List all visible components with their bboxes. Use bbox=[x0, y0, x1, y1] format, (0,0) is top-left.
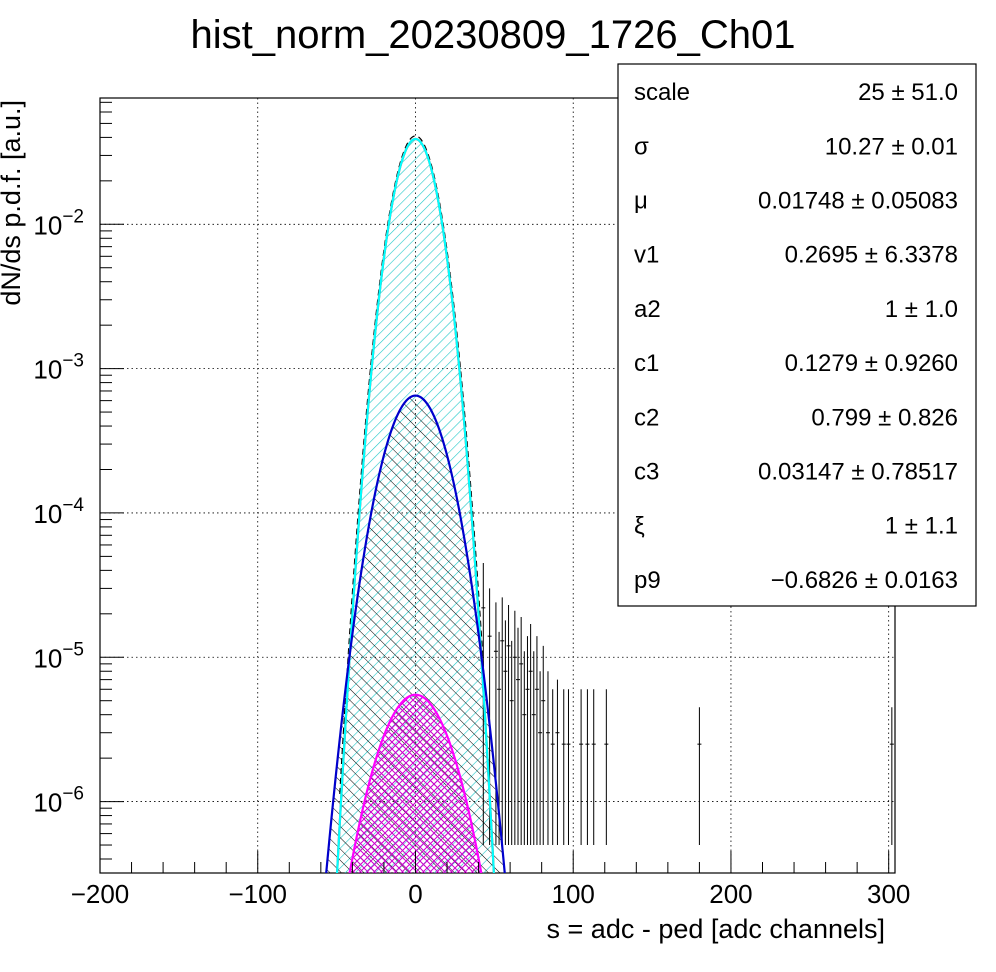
y-tick-exponent: −6 bbox=[62, 784, 84, 805]
stats-box-frame bbox=[617, 63, 977, 607]
stats-row-label: v1 bbox=[634, 242, 659, 269]
y-tick-base: 10 bbox=[33, 643, 62, 673]
series-line-1 bbox=[335, 137, 495, 873]
data-histogram-outline bbox=[339, 135, 486, 794]
y-tick-label: 10−4 bbox=[33, 495, 84, 529]
series-line-2 bbox=[325, 394, 506, 873]
x-tick-label: −200 bbox=[71, 879, 130, 909]
y-tick-base: 10 bbox=[33, 499, 62, 529]
data-points bbox=[339, 135, 894, 846]
y-tick-label: 10−5 bbox=[33, 639, 84, 673]
x-tick-label: 300 bbox=[867, 879, 910, 909]
y-tick-exponent: −3 bbox=[62, 351, 84, 372]
series-line-3 bbox=[348, 693, 483, 873]
stats-box: scale 25 ± 51.0 σ 10.27 ± 0.01 μ 0.01748 ± 0.… bbox=[617, 63, 977, 607]
stats-row-value: 0.2695 ± 6.3378 bbox=[785, 242, 958, 269]
stats-row-label: p9 bbox=[634, 567, 661, 594]
stats-row-value: 25 ± 51.0 bbox=[858, 79, 958, 106]
x-tick-label: 0 bbox=[408, 879, 422, 909]
stats-row-label: μ bbox=[634, 188, 648, 215]
y-tick-base: 10 bbox=[33, 788, 62, 818]
stats-row-label: c1 bbox=[634, 350, 659, 377]
x-tick-label: 100 bbox=[552, 879, 595, 909]
chart-title: hist_norm_20230809_1726_Ch01 bbox=[191, 13, 796, 57]
stats-row-label: a2 bbox=[634, 296, 661, 323]
stats-row-value: 10.27 ± 0.01 bbox=[825, 133, 958, 160]
stats-row-value: 1 ± 1.1 bbox=[885, 513, 958, 540]
fit-curves bbox=[325, 137, 506, 873]
stats-row-label: scale bbox=[634, 79, 690, 106]
y-axis-title: dN/ds p.d.f. [a.u.] bbox=[0, 100, 26, 306]
stats-row-label: c3 bbox=[634, 459, 659, 486]
x-axis: −200 −100 0 100 200 300 bbox=[71, 851, 910, 909]
stats-row-value: 0.799 ± 0.826 bbox=[811, 404, 958, 431]
stats-row-label: σ bbox=[634, 133, 649, 160]
stats-row-value: 0.03147 ± 0.78517 bbox=[758, 459, 958, 486]
x-tick-label: 200 bbox=[709, 879, 752, 909]
y-tick-label: 10−6 bbox=[33, 784, 84, 818]
y-tick-base: 10 bbox=[33, 210, 62, 240]
y-tick-label: 10−2 bbox=[33, 206, 84, 240]
stats-row-value: 0.01748 ± 0.05083 bbox=[758, 188, 958, 215]
y-tick-label: 10−3 bbox=[33, 351, 84, 385]
stats-row-value: 1 ± 1.0 bbox=[885, 296, 958, 323]
y-tick-exponent: −4 bbox=[62, 495, 84, 516]
x-axis-title: s = adc - ped [adc channels] bbox=[547, 914, 885, 944]
y-tick-base: 10 bbox=[33, 355, 62, 385]
stats-row-value: −0.6826 ± 0.0163 bbox=[771, 567, 958, 594]
stats-row-label: ξ bbox=[634, 513, 645, 540]
y-tick-exponent: −5 bbox=[62, 639, 84, 660]
x-tick-label: −100 bbox=[228, 879, 287, 909]
stats-row-value: 0.1279 ± 0.9260 bbox=[785, 350, 958, 377]
stats-row-label: c2 bbox=[634, 404, 659, 431]
y-tick-exponent: −2 bbox=[62, 206, 84, 227]
y-axis: 10−610−510−410−310−2 bbox=[33, 101, 124, 860]
